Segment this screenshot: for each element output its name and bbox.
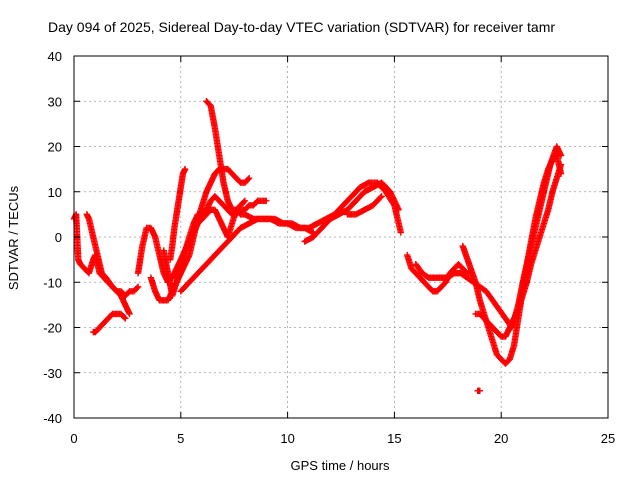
data-point — [476, 387, 484, 395]
y-tick-label: 30 — [48, 94, 62, 109]
x-axis: 0 5 10 15 20 25 — [70, 56, 615, 446]
x-tick-label: 20 — [494, 431, 508, 446]
data-point — [557, 161, 565, 168]
y-axis: -40 -30 -20 -10 0 10 20 30 40 — [43, 49, 608, 426]
data-point — [134, 283, 142, 290]
data-point — [241, 197, 249, 204]
data-point — [122, 315, 129, 322]
y-tick-label: -10 — [43, 275, 62, 290]
x-tick-label: 5 — [177, 431, 184, 446]
y-tick-label: 10 — [48, 185, 62, 200]
data-point — [126, 310, 133, 318]
y-tick-label: 20 — [48, 140, 62, 155]
x-tick-label: 15 — [387, 431, 401, 446]
data-point — [397, 229, 405, 236]
y-tick-label: -20 — [43, 321, 62, 336]
data-point — [240, 198, 248, 206]
y-tick-label: 0 — [55, 230, 62, 245]
y-tick-label: -40 — [43, 411, 62, 426]
y-tick-label: -30 — [43, 366, 62, 381]
x-tick-label: 25 — [601, 431, 615, 446]
data-point — [181, 165, 189, 173]
data-point — [244, 176, 252, 183]
data-point — [120, 314, 128, 321]
data-point — [377, 194, 384, 201]
x-tick-label: 10 — [280, 431, 294, 446]
x-axis-label: GPS time / hours — [291, 458, 390, 473]
x-tick-label: 0 — [70, 431, 77, 446]
data-points — [70, 98, 565, 395]
data-point — [395, 206, 402, 214]
data-point — [133, 284, 141, 292]
data-point — [263, 197, 270, 204]
data-point — [245, 174, 253, 182]
chart-title: Day 094 of 2025, Sidereal Day-to-day VTE… — [48, 19, 555, 35]
y-tick-label: 40 — [48, 49, 62, 64]
y-axis-label: SDTVAR / TECUs — [6, 185, 21, 290]
data-point — [378, 193, 385, 200]
